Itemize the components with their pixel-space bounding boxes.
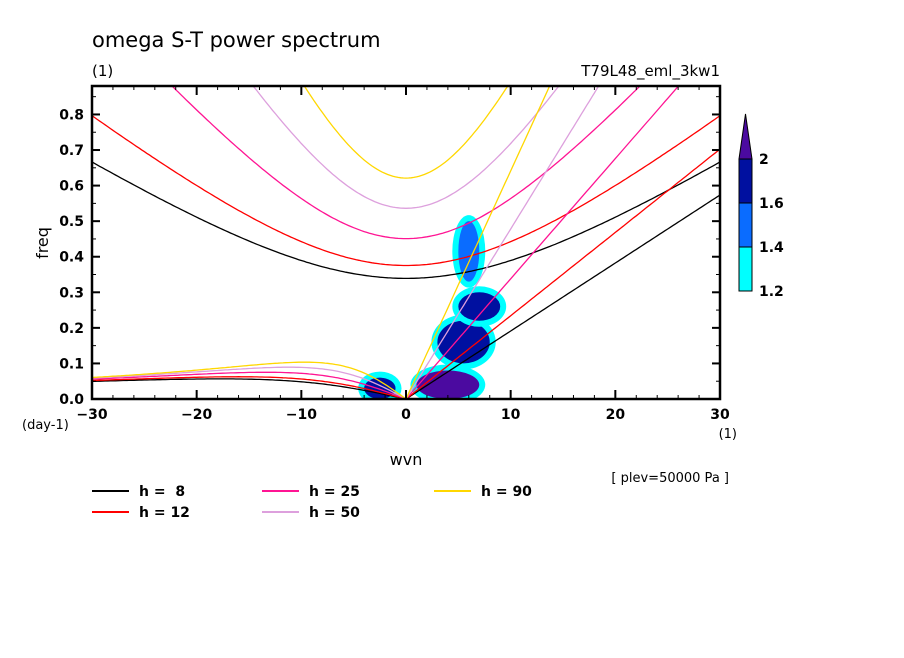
colorbar-segment [738, 246, 753, 292]
plot-frame [90, 84, 722, 401]
er-curve-h90 [92, 361, 407, 399]
er-curve-h8 [92, 378, 407, 399]
chart-subtitle-left: (1) [92, 62, 113, 80]
colorbar-label: 1.6 [759, 196, 784, 212]
x-tick-label: −10 [286, 407, 317, 423]
legend-label: h = 50 [309, 505, 360, 521]
x-tick-label: −20 [181, 407, 212, 423]
legend-label: h = 8 [139, 484, 185, 500]
y-tick-label: 0.2 [59, 321, 84, 337]
kelvin-curve-h25 [405, 86, 680, 399]
colorbar-label: 1.2 [759, 284, 784, 300]
colorbar-label: 2 [759, 152, 769, 168]
er-curve-h50 [92, 366, 407, 399]
y-tick-label: 0.1 [59, 356, 84, 372]
ig-curve-h8 [92, 161, 720, 280]
x-tick-label: 20 [606, 407, 626, 423]
dispersion-curves [92, 86, 720, 399]
shade-region [458, 292, 501, 321]
y-tick-label: 0.3 [59, 285, 84, 301]
y-tick-label: 0.6 [59, 179, 84, 195]
x-tick-label: −30 [76, 407, 107, 423]
ig-curve-h50 [252, 86, 560, 209]
y-tick-label: 0.5 [59, 214, 84, 230]
shade-region [416, 370, 480, 399]
colorbar: 1.2 1.4 1.6 2 [738, 113, 784, 300]
y-tick-label: 0.0 [59, 392, 84, 408]
kelvin-curve-h50 [405, 86, 600, 399]
x-axis-label: wvn [390, 450, 423, 469]
ig-curve-h90 [303, 86, 509, 179]
er-curve-h25 [92, 371, 407, 399]
y-axis-unit: (day-1) [22, 418, 69, 433]
x-tick-label: 10 [501, 407, 521, 423]
colorbar-segment [738, 202, 753, 248]
level-annotation: [ plev=50000 Pa ] [611, 471, 729, 486]
kelvin-curve-h12 [405, 148, 720, 399]
kelvin-curve-h8 [405, 194, 720, 399]
y-tick-label: 0.7 [59, 143, 84, 159]
y-tick-label: 0.4 [59, 250, 84, 266]
ig-curve-h25 [171, 86, 641, 240]
chart-subtitle-right: T79L48_eml_3kw1 [580, 62, 720, 81]
colorbar-segment [738, 158, 753, 204]
x-tick-label: 0 [401, 407, 411, 423]
legend-label: h = 25 [309, 484, 360, 500]
chart-title: omega S-T power spectrum [92, 28, 381, 52]
legend-label: h = 12 [139, 505, 190, 521]
shade-region [458, 221, 480, 282]
kelvin-curve-h90 [405, 86, 551, 399]
er-curve-h12 [92, 376, 407, 399]
x-tick-label: 30 [710, 407, 730, 423]
colorbar-extend-triangle [738, 113, 753, 160]
y-tick-label: 0.8 [59, 107, 84, 123]
x-axis-unit: (1) [719, 427, 737, 442]
ig-curve-h12 [92, 115, 720, 267]
colorbar-label: 1.4 [759, 240, 784, 256]
legend: h = 8 h = 12 h = 25 h = 50 h = 90 [92, 484, 532, 521]
axis-ticks: −30 −20 −10 0 10 20 30 0.0 0.1 0.2 0.3 0.4 0.5 0.6 0.7… [59, 86, 730, 423]
shade-region [437, 320, 490, 364]
legend-label: h = 90 [481, 484, 532, 500]
y-axis-label: freq [33, 227, 52, 259]
